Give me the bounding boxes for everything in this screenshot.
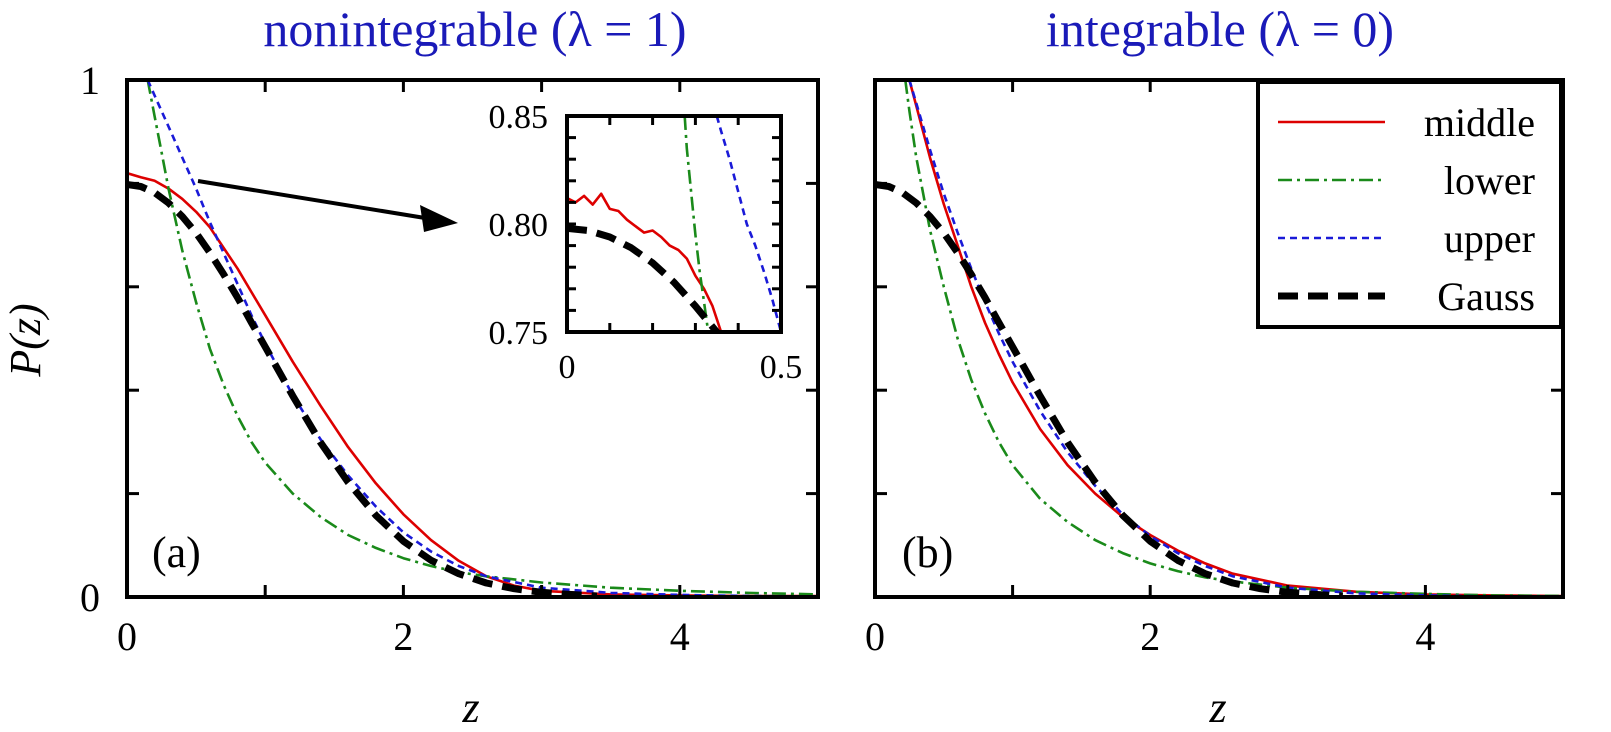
legend: middle lower upper Gauss [1256, 80, 1563, 329]
panel-b-frame [873, 78, 1565, 599]
x-axis-label-b: z [1208, 683, 1226, 732]
legend-label-middle: middle [1424, 100, 1535, 145]
panel-b-xtick-label: 0 [865, 614, 885, 659]
panel-a-xtick-label: 4 [670, 614, 690, 659]
panel-b-xtick-label: 4 [1415, 614, 1435, 659]
inset-ticks: 0 0.5 0.75 0.80 0.85 [489, 99, 803, 386]
inset-xtick-label: 0 [559, 349, 576, 386]
panel-a-xtick-label: 0 [117, 614, 137, 659]
panel-a-plot: 0 2 4 0 1 (a) 0 0.5 0.75 0.80 0.85 [80, 58, 820, 659]
legend-entries: middle lower upper Gauss [1278, 100, 1535, 319]
inset-ytick-label: 0.80 [489, 207, 549, 244]
y-axis-label: P(z) [1, 303, 50, 377]
inset-background [567, 116, 781, 332]
panel-a-label: (a) [152, 528, 201, 577]
panel-b-title: integrable (λ = 0) [1046, 1, 1394, 57]
panel-a-series-upper [146, 80, 818, 597]
inset-frame [565, 114, 783, 334]
panel-b-series-lower [904, 80, 1563, 597]
inset-ytick-label: 0.85 [489, 99, 549, 136]
legend-label-lower: lower [1444, 158, 1535, 203]
panel-a-title: nonintegrable (λ = 1) [263, 1, 686, 57]
panel-a-series-lower [146, 80, 818, 596]
legend-label-gauss: Gauss [1437, 274, 1535, 319]
inset-plot: 0 0.5 0.75 0.80 0.85 [489, 99, 803, 386]
panel-b-plot: 0 2 4 (b) middle lower upper Gauss [865, 78, 1565, 659]
inset-pointer-arrow [197, 179, 458, 232]
panel-a-series-gauss [127, 180, 598, 597]
legend-label-upper: upper [1444, 216, 1535, 261]
inset-ytick-label: 0.75 [489, 315, 549, 352]
panel-a-ytick-label: 0 [80, 575, 100, 620]
panel-a-ytick-label: 1 [80, 58, 100, 103]
panel-b-curves [875, 80, 1563, 597]
panel-b-xtick-label: 2 [1140, 614, 1160, 659]
inset-xtick-label: 0.5 [760, 349, 803, 386]
inset-series-middle [567, 192, 723, 332]
panel-a-frame [125, 78, 820, 599]
panel-b-series-gauss [875, 180, 1344, 597]
panel-a-xtick-label: 2 [393, 614, 413, 659]
inset-curves [567, 116, 781, 332]
inset-series-lower [683, 116, 710, 332]
x-axis-label-a: z [461, 683, 479, 732]
inset-series-upper [715, 116, 781, 332]
panel-b-label: (b) [902, 528, 953, 577]
